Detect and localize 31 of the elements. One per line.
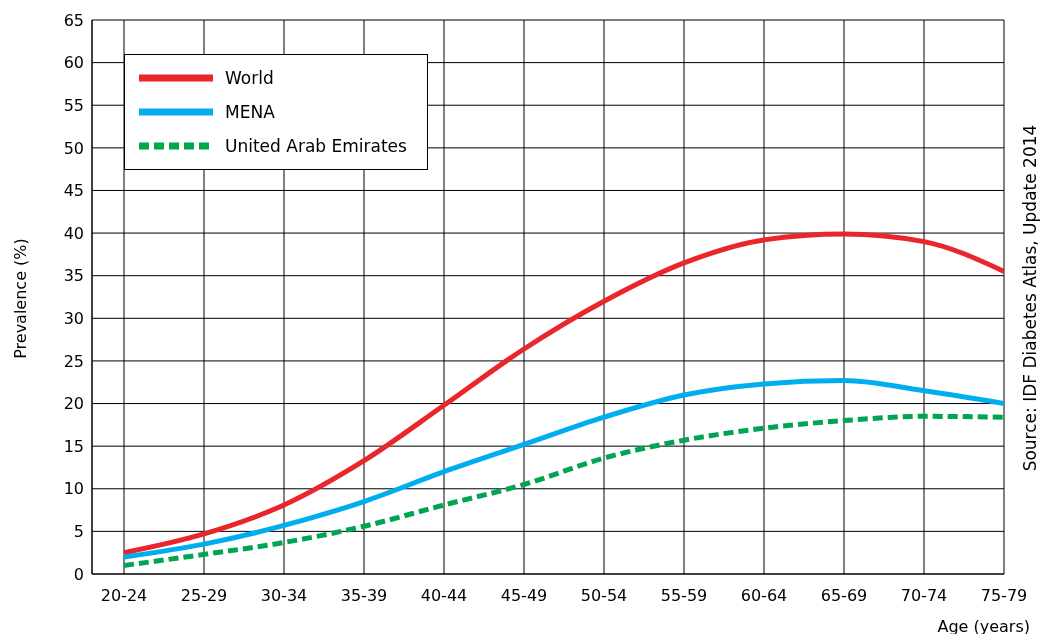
y-tick-label: 30 xyxy=(63,308,84,328)
x-tick-label: 20-24 xyxy=(100,586,148,606)
y-tick-label: 15 xyxy=(63,436,84,456)
y-tick-label: 0 xyxy=(73,564,84,584)
x-tick-label: 55-59 xyxy=(660,586,708,606)
x-tick-label: 30-34 xyxy=(260,586,308,606)
y-tick-label: 50 xyxy=(63,138,84,158)
y-tick-label: 20 xyxy=(63,394,84,414)
x-tick-label: 35-39 xyxy=(340,586,388,606)
legend-label: United Arab Emirates xyxy=(225,136,407,156)
legend-label: MENA xyxy=(225,102,275,122)
y-axis-title: Prevalence (%) xyxy=(10,237,30,359)
y-tick-label: 55 xyxy=(63,95,84,115)
x-tick-label: 60-64 xyxy=(740,586,788,606)
x-tick-label: 75-79 xyxy=(980,586,1028,606)
y-tick-label: 45 xyxy=(63,181,84,201)
x-tick-label: 65-69 xyxy=(820,586,868,606)
y-tick-label: 35 xyxy=(63,266,84,286)
y-tick-label: 10 xyxy=(63,479,84,499)
x-tick-label: 70-74 xyxy=(900,586,948,606)
x-tick-label: 25-29 xyxy=(180,586,228,606)
y-tick-label: 25 xyxy=(63,351,84,371)
legend-label: World xyxy=(225,68,274,88)
y-tick-label: 40 xyxy=(63,223,84,243)
y-tick-label: 60 xyxy=(63,53,84,73)
x-tick-label: 40-44 xyxy=(420,586,468,606)
y-tick-label: 5 xyxy=(73,522,84,542)
y-tick-label: 65 xyxy=(63,10,84,30)
x-tick-label: 50-54 xyxy=(580,586,628,606)
source-note: Source: IDF Diabetes Atlas, Update 2014 xyxy=(1020,124,1040,472)
x-tick-label: 45-49 xyxy=(500,586,548,606)
